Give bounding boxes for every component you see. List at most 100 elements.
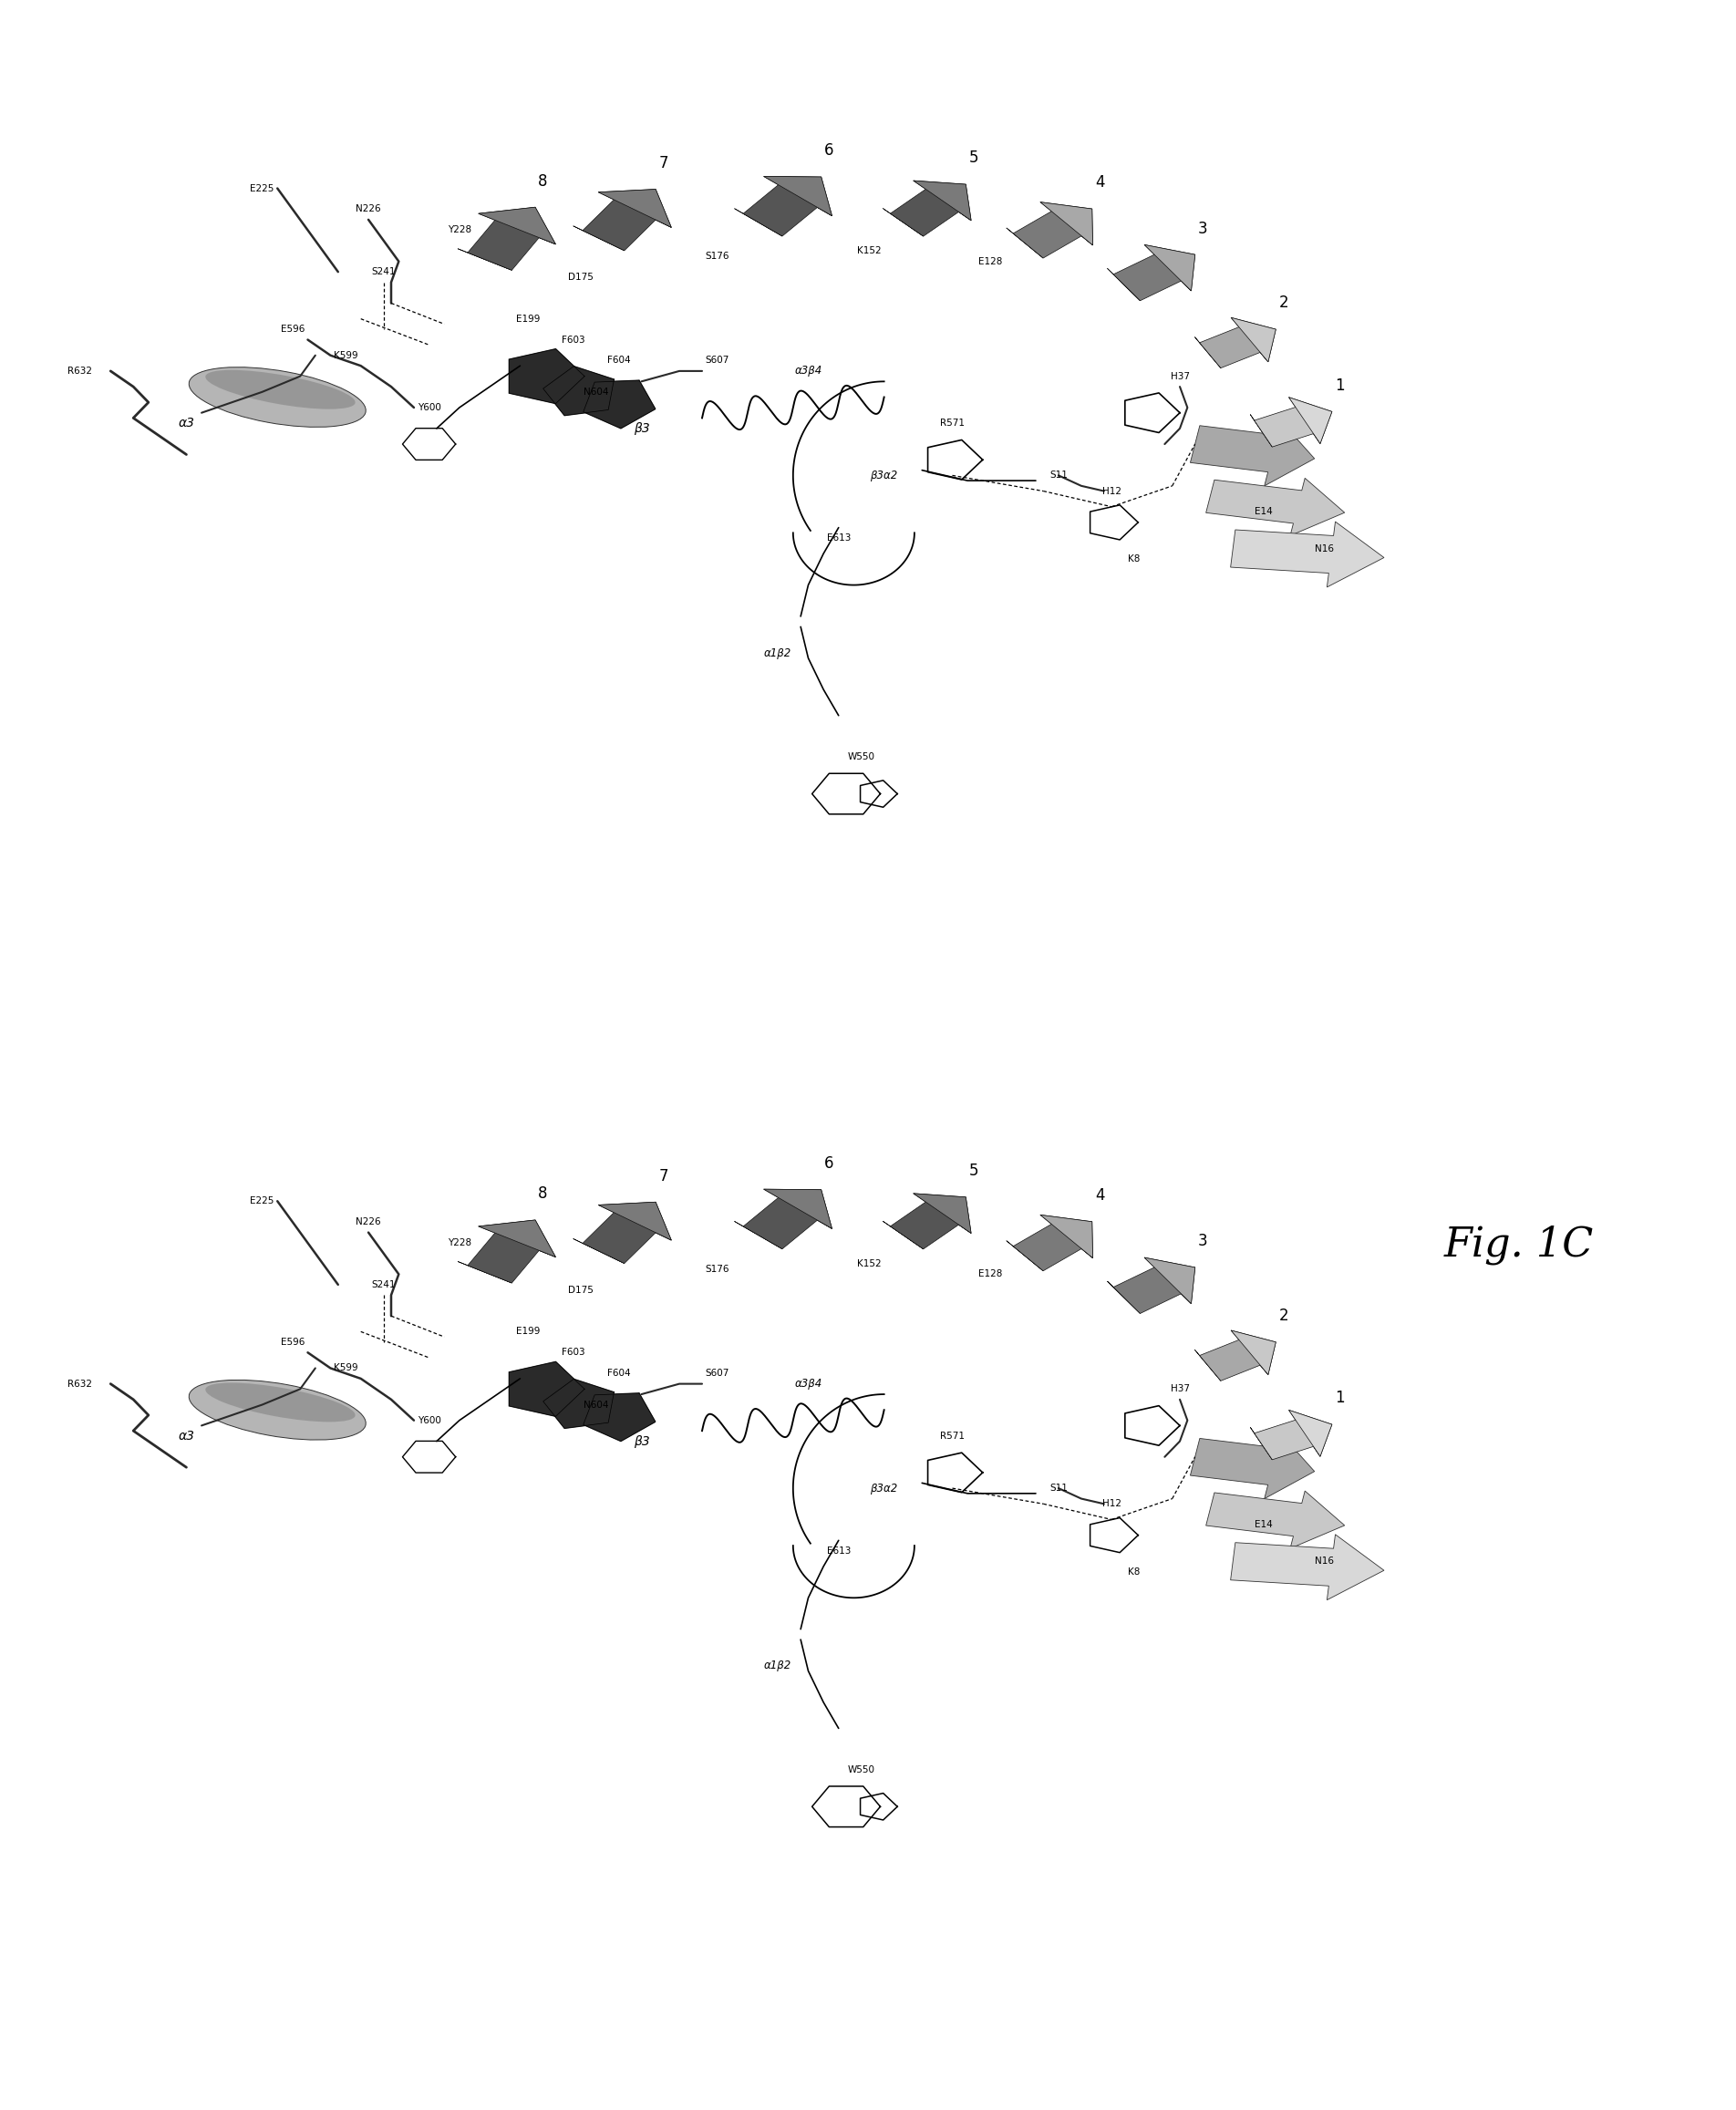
- Text: H37: H37: [1170, 1384, 1189, 1393]
- Text: R632: R632: [68, 1380, 92, 1388]
- Text: F603: F603: [561, 335, 585, 344]
- Text: N16: N16: [1314, 1557, 1333, 1566]
- Polygon shape: [1231, 319, 1276, 361]
- Text: R632: R632: [68, 367, 92, 376]
- Polygon shape: [743, 177, 832, 236]
- Text: S241: S241: [372, 1281, 396, 1289]
- Polygon shape: [809, 1215, 832, 1228]
- Polygon shape: [734, 1222, 783, 1249]
- Text: S11: S11: [1050, 471, 1068, 479]
- Polygon shape: [1255, 1359, 1269, 1374]
- Polygon shape: [467, 1220, 556, 1283]
- Text: N604: N604: [583, 388, 608, 397]
- Text: N604: N604: [583, 1401, 608, 1409]
- Polygon shape: [1108, 1281, 1141, 1315]
- Polygon shape: [1231, 1534, 1384, 1599]
- Polygon shape: [509, 348, 585, 403]
- Polygon shape: [1014, 203, 1092, 257]
- Polygon shape: [529, 1247, 556, 1258]
- Polygon shape: [1040, 1215, 1092, 1258]
- Text: W550: W550: [847, 1766, 875, 1775]
- Polygon shape: [1194, 1350, 1220, 1380]
- Text: 2: 2: [1279, 1308, 1288, 1325]
- Polygon shape: [1014, 1215, 1092, 1270]
- Polygon shape: [1309, 1441, 1319, 1456]
- Text: H37: H37: [1170, 371, 1189, 380]
- Polygon shape: [467, 207, 556, 270]
- Text: E613: E613: [826, 1547, 851, 1555]
- Polygon shape: [1231, 521, 1384, 587]
- Text: 6: 6: [825, 143, 833, 158]
- Text: 7: 7: [658, 1167, 668, 1184]
- Polygon shape: [509, 1361, 585, 1416]
- Polygon shape: [1175, 274, 1191, 291]
- Text: S607: S607: [705, 357, 729, 365]
- Text: α3β4: α3β4: [795, 365, 823, 378]
- Polygon shape: [1040, 203, 1092, 245]
- Text: α1β2: α1β2: [764, 648, 792, 658]
- Polygon shape: [458, 1262, 512, 1283]
- Text: S11: S11: [1050, 1483, 1068, 1492]
- Text: Y228: Y228: [448, 1239, 470, 1247]
- Text: F604: F604: [608, 1369, 630, 1378]
- Text: D175: D175: [568, 1285, 594, 1293]
- Text: 3: 3: [1198, 1232, 1208, 1249]
- Text: K8: K8: [1128, 1568, 1141, 1576]
- Text: Fig. 1C: Fig. 1C: [1444, 1226, 1594, 1264]
- Text: 2: 2: [1279, 295, 1288, 312]
- Polygon shape: [1255, 397, 1332, 447]
- Text: E14: E14: [1253, 506, 1272, 517]
- Text: S241: S241: [372, 268, 396, 276]
- Text: F603: F603: [561, 1348, 585, 1357]
- Polygon shape: [861, 1794, 898, 1821]
- Text: E225: E225: [250, 1196, 274, 1205]
- Polygon shape: [809, 203, 832, 215]
- Text: E613: E613: [826, 534, 851, 542]
- Polygon shape: [1007, 1241, 1043, 1270]
- Text: α3: α3: [179, 418, 194, 430]
- Polygon shape: [646, 1228, 672, 1241]
- Ellipse shape: [205, 1382, 356, 1422]
- Text: D175: D175: [568, 272, 594, 281]
- Polygon shape: [1207, 479, 1345, 536]
- Polygon shape: [1191, 422, 1314, 485]
- Polygon shape: [599, 1203, 672, 1241]
- Polygon shape: [573, 1239, 625, 1264]
- Text: β3: β3: [634, 422, 649, 435]
- Polygon shape: [583, 380, 654, 428]
- Text: R571: R571: [939, 418, 965, 428]
- Text: E225: E225: [250, 184, 274, 192]
- Polygon shape: [1207, 1492, 1345, 1549]
- Polygon shape: [479, 207, 556, 245]
- Polygon shape: [1075, 230, 1092, 245]
- Text: 4: 4: [1095, 1188, 1104, 1205]
- Polygon shape: [1144, 245, 1194, 291]
- Polygon shape: [583, 1203, 672, 1264]
- Polygon shape: [583, 190, 672, 251]
- Ellipse shape: [189, 1380, 366, 1439]
- Polygon shape: [764, 177, 832, 215]
- Polygon shape: [1191, 1435, 1314, 1498]
- Polygon shape: [599, 190, 672, 228]
- Text: α3β4: α3β4: [795, 1378, 823, 1390]
- Text: K599: K599: [333, 350, 358, 361]
- Text: K152: K152: [858, 1260, 882, 1268]
- Polygon shape: [573, 226, 625, 251]
- Polygon shape: [1200, 319, 1276, 367]
- Text: E199: E199: [516, 1327, 540, 1336]
- Polygon shape: [1175, 1287, 1191, 1304]
- Text: H12: H12: [1102, 487, 1121, 496]
- Text: H12: H12: [1102, 1500, 1121, 1509]
- Polygon shape: [1309, 428, 1319, 443]
- Polygon shape: [1288, 1409, 1332, 1456]
- Polygon shape: [734, 209, 783, 236]
- Polygon shape: [543, 1380, 615, 1428]
- Polygon shape: [861, 781, 898, 808]
- Text: N226: N226: [356, 1217, 380, 1226]
- Text: α1β2: α1β2: [764, 1661, 792, 1671]
- Text: β3: β3: [634, 1435, 649, 1447]
- Text: E596: E596: [281, 1338, 304, 1346]
- Text: Y600: Y600: [417, 1416, 441, 1424]
- Polygon shape: [913, 181, 970, 219]
- Text: N16: N16: [1314, 544, 1333, 553]
